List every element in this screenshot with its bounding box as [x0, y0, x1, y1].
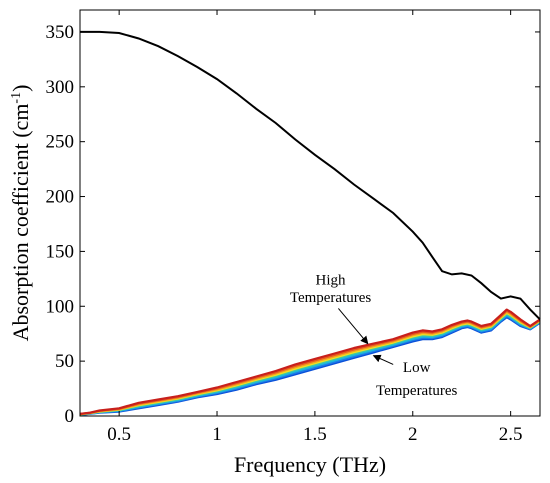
y-tick-label: 200: [46, 187, 75, 208]
y-tick-label: 150: [46, 241, 75, 262]
x-tick-label: 2: [408, 424, 418, 445]
y-tick-label: 300: [46, 77, 75, 98]
y-axis-title: Absorption coefficient (cm-1): [8, 85, 33, 342]
y-tick-label: 350: [46, 22, 75, 43]
annotation-high-line1: High: [316, 272, 347, 288]
annotation-low-line1: Low: [403, 360, 431, 376]
y-tick-label: 50: [55, 351, 74, 372]
y-tick-label: 250: [46, 132, 75, 153]
temperature-curve-8: [79, 308, 541, 415]
y-tick-label: 100: [46, 296, 75, 317]
annotation-high-arrow: [337, 308, 369, 345]
annotation-high-line2: Temperatures: [290, 290, 372, 306]
annotation-low-line2: Temperatures: [376, 383, 458, 399]
plot-frame: [79, 9, 541, 417]
y-axis-title-main: Absorption coefficient (cm: [8, 104, 33, 342]
x-tick-label: 1.5: [303, 424, 327, 445]
temperature-curves-band: [79, 308, 541, 416]
x-tick-label: 1: [212, 424, 222, 445]
annotation-low-arrow: [372, 354, 394, 365]
y-tick-label: 0: [65, 406, 75, 427]
x-axis-title: Frequency (THz): [234, 452, 386, 477]
x-tick-label: 2.5: [499, 424, 523, 445]
x-axis: 0.5 1 1.5 2 2.5: [107, 10, 523, 445]
reference-absorption-curve: [80, 30, 541, 321]
y-axis-title-close: ): [8, 85, 33, 92]
x-tick-label: 0.5: [107, 424, 131, 445]
y-axis-title-superscript: -1: [9, 92, 24, 104]
y-axis: 0 50 100 150 200 250 300 350: [46, 22, 540, 427]
